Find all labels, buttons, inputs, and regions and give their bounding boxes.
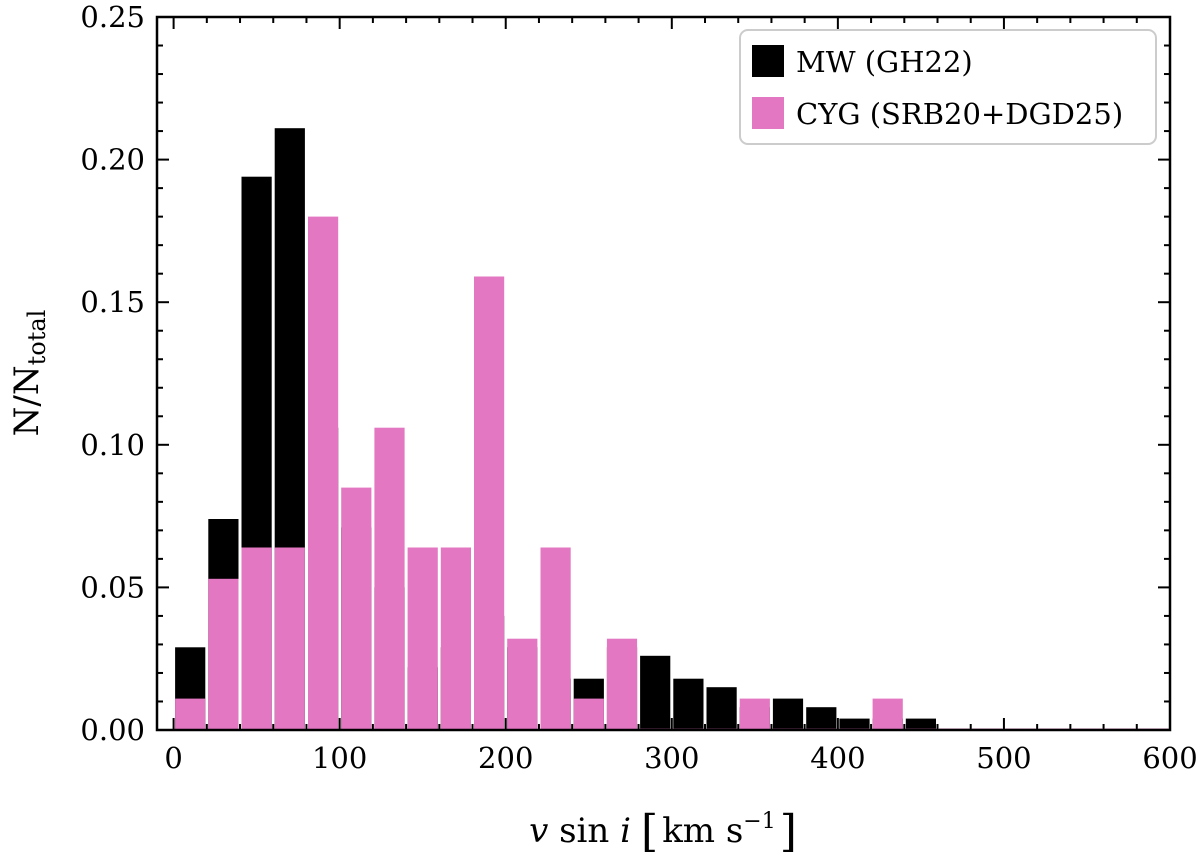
cyg-bar-230: [540, 547, 571, 730]
x-tick-label: 100: [312, 741, 367, 775]
cyg-bar-110: [341, 487, 372, 730]
legend-swatch-cyg: [752, 97, 784, 129]
x-tick-label: 200: [478, 741, 533, 775]
legend-box: [739, 29, 1157, 145]
mw-bar-310: [673, 678, 704, 730]
y-tick-label: 0.15: [80, 285, 145, 319]
cyg-bar-50: [241, 547, 272, 730]
x-tick-label: 600: [1142, 741, 1197, 775]
x-tick-label: 0: [164, 741, 182, 775]
cyg-bar-190: [474, 276, 505, 730]
cyg-bar-210: [507, 638, 538, 730]
mw-bar-290: [640, 655, 671, 730]
cyg-bar-130: [374, 427, 405, 730]
plot-frame: [155, 15, 1172, 732]
legend: MW (GH22) CYG (SRB20+DGD25): [739, 29, 1157, 145]
cyg-bar-250: [573, 698, 604, 730]
mw-bar-330: [706, 687, 737, 730]
axis-ticks: 0 100 200 300 400 500 600 0.00 0.05 0.10 0.15 0.20 0…: [80, 0, 1197, 775]
cyg-bars: [175, 216, 1169, 731]
cyg-bar-170: [440, 547, 471, 730]
y-tick-label: 0.00: [80, 713, 145, 747]
cyg-bar-70: [274, 547, 305, 730]
x-tick-label: 400: [810, 741, 865, 775]
y-axis-label: N/Ntotal: [7, 310, 51, 437]
cyg-bar-150: [407, 547, 438, 730]
x-axis-label: v sin i[km s−1]: [529, 806, 797, 857]
mw-bar-410: [839, 718, 870, 730]
cyg-bar-430: [872, 698, 903, 730]
legend-swatch-mw: [752, 45, 784, 77]
cyg-bar-10: [175, 698, 206, 730]
y-tick-label: 0.10: [80, 428, 145, 462]
mw-bar-450: [905, 718, 936, 730]
legend-label-cyg: CYG (SRB20+DGD25): [796, 97, 1123, 131]
y-tick-label: 0.25: [80, 0, 145, 34]
legend-label-mw: MW (GH22): [796, 45, 973, 79]
y-tick-label: 0.05: [80, 570, 145, 604]
x-tick-label: 500: [976, 741, 1031, 775]
cyg-bar-350: [739, 698, 770, 730]
y-tick-label: 0.20: [80, 143, 145, 177]
mw-bar-390: [806, 707, 837, 730]
cyg-bar-270: [606, 638, 638, 730]
cyg-bar-30: [208, 578, 239, 730]
mw-bar-370: [772, 698, 804, 730]
x-tick-label: 300: [644, 741, 699, 775]
cyg-bar-90: [308, 216, 339, 731]
